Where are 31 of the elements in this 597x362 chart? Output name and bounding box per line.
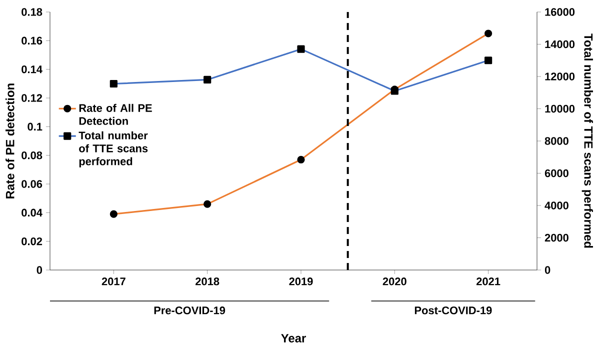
x-tick-label: 2017 (102, 278, 126, 286)
y2-tick-label: 0 (544, 266, 550, 274)
text: Pre-COVID-19 (154, 306, 226, 314)
x-tick-label: 2019 (289, 278, 313, 286)
y-tick-label: 0.06 (22, 180, 42, 188)
y-tick-label: 0.14 (22, 65, 42, 74)
y2-tick-label: 2000 (544, 234, 568, 242)
y2-tick-label: 16000 (545, 8, 575, 16)
y-tick-label: 0 (36, 266, 42, 274)
legend-label: Rate of All PE Detection (79, 104, 152, 125)
y2-tick-label: 8000 (544, 137, 568, 145)
legend-label: Total number of TTE scans performed (78, 131, 148, 168)
x-axis-title: Year (281, 334, 306, 342)
x-tick-label: 2020 (382, 278, 406, 286)
y-tick-label: 0.16 (22, 36, 42, 45)
y2-tick-label: 14000 (545, 40, 575, 48)
y2-tick-label: 6000 (544, 169, 568, 178)
x-tick-label: 2018 (196, 278, 220, 286)
y2-tick-label: 4000 (544, 202, 568, 210)
y2-tick-label: 10000 (545, 104, 575, 113)
y-tick-label: 0.08 (22, 151, 42, 160)
y-tick-label: 0.02 (22, 237, 42, 246)
y-tick-label: 0.04 (22, 208, 42, 217)
y-axis-title: Rate of PE detection (6, 84, 14, 198)
y-tick-label: 0.1 (28, 122, 42, 131)
x-tick-label: 2021 (476, 278, 500, 286)
y-tick-label: 0.12 (22, 94, 42, 102)
y2-axis-title: Total number of TTE scans performed (582, 34, 593, 248)
y2-tick-label: 12000 (545, 72, 575, 80)
y-tick-label: 0.18 (22, 8, 42, 16)
text: Post-COVID-19 (414, 306, 492, 314)
